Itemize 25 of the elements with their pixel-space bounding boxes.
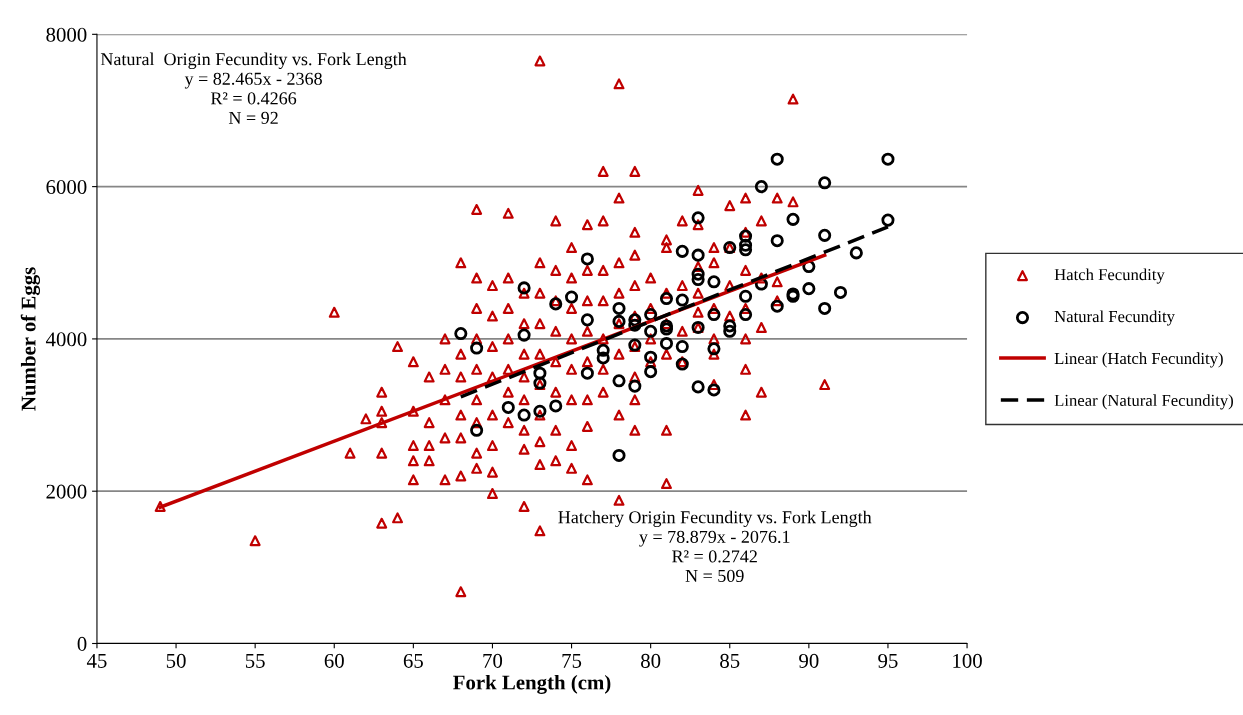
legend-label: Hatch Fecundity bbox=[1054, 268, 1165, 284]
x-tick-label: 85 bbox=[720, 653, 740, 668]
legend-label: Linear (Hatch Fecundity) bbox=[1054, 352, 1223, 368]
x-tick-label: 95 bbox=[878, 653, 898, 668]
x-tick-label: 80 bbox=[641, 653, 661, 668]
legend-label: Natural Fecundity bbox=[1054, 310, 1175, 326]
x-tick-label: 65 bbox=[403, 653, 423, 668]
annotation: Hatchery Origin Fecundity vs. Fork Length y = 78.879x - 2076.1 R² = 0.2742 N = 509 bbox=[558, 510, 872, 582]
y-tick-label: 8000 bbox=[46, 27, 87, 42]
x-tick-label: 60 bbox=[324, 653, 344, 668]
annotation: Natural Origin Fecundity vs. Fork Length y = 82.465x - 2368 R² = 0.4266 N = 92 bbox=[100, 52, 407, 124]
x-tick-label: 75 bbox=[562, 654, 582, 668]
x-tick-label: 55 bbox=[245, 654, 265, 668]
y-tick-label: 6000 bbox=[46, 179, 87, 195]
x-tick-label: 50 bbox=[166, 653, 186, 668]
x-tick-label: 90 bbox=[799, 653, 819, 668]
legend-label: Linear (Natural Fecundity) bbox=[1054, 394, 1233, 410]
x-tick-label: 100 bbox=[953, 653, 982, 668]
y-axis-title: Number of Eggs bbox=[20, 267, 41, 411]
y-tick-label: 4000 bbox=[45, 332, 87, 347]
y-tick-label: 0 bbox=[77, 636, 87, 651]
y-tick-label: 2000 bbox=[46, 484, 87, 499]
x-tick-label: 45 bbox=[86, 653, 107, 668]
x-tick-label: 70 bbox=[483, 653, 503, 668]
x-axis-title: Fork Length (cm) bbox=[453, 674, 611, 694]
